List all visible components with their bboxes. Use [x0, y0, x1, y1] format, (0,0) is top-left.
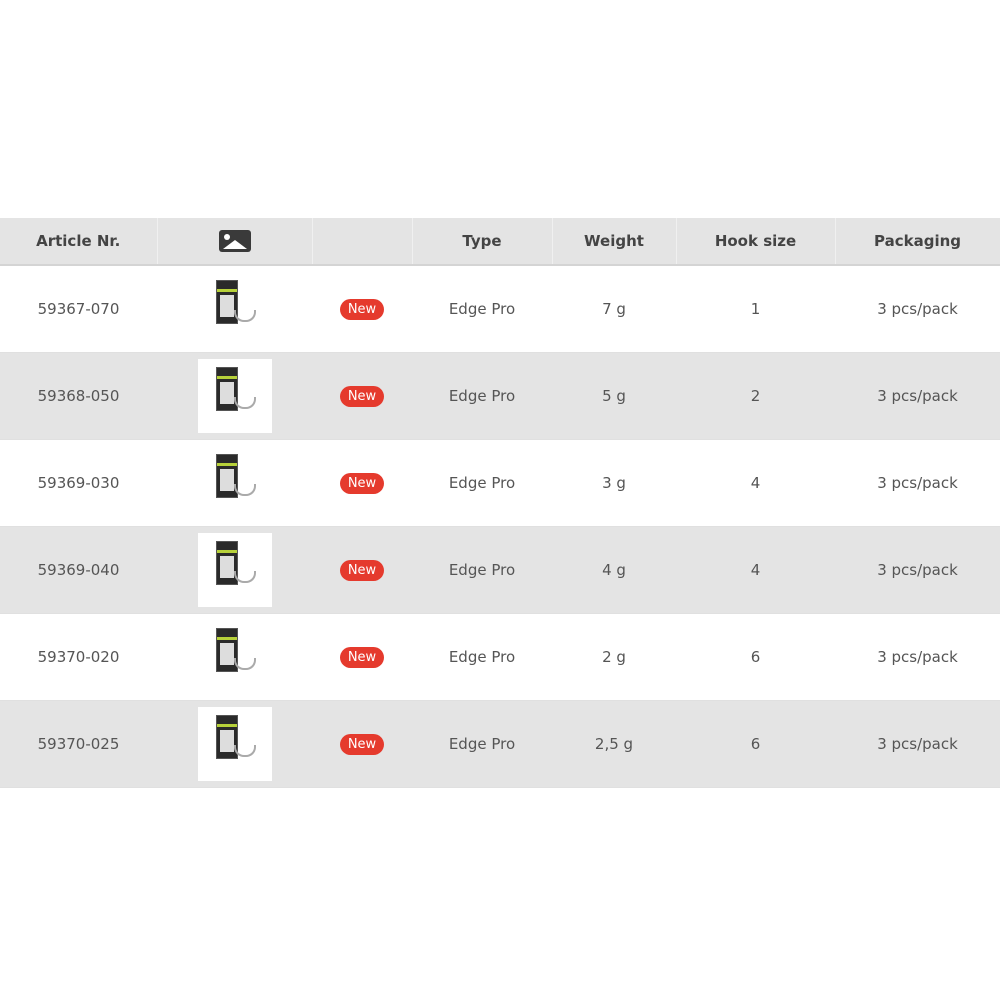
- product-thumbnail-cell: [157, 265, 312, 353]
- table-row[interactable]: 59370-020 New Edge Pro 2 g 6 3 pcs/pack: [0, 614, 1000, 701]
- article-number[interactable]: 59368-050: [0, 352, 157, 440]
- new-badge: New: [339, 385, 385, 407]
- table-row[interactable]: 59369-030 New Edge Pro 3 g 4 3 pcs/pack: [0, 440, 1000, 527]
- new-badge: New: [339, 298, 385, 320]
- header-hook-size[interactable]: Hook size: [676, 218, 836, 266]
- header-weight[interactable]: Weight: [552, 218, 677, 266]
- packaging: 3 pcs/pack: [877, 474, 958, 492]
- badge-cell: New: [312, 352, 412, 440]
- product-thumbnail[interactable]: [197, 359, 272, 433]
- hook-size: 6: [676, 700, 835, 788]
- weight: 2 g: [602, 648, 626, 666]
- product-thumbnail-cell: [157, 614, 312, 701]
- weight: 4 g: [552, 526, 676, 614]
- type: Edge Pro: [448, 648, 516, 666]
- badge-cell: New: [312, 526, 412, 614]
- table-header: Article Nr. Type Weight Hook size Packag…: [0, 218, 1000, 266]
- packaging: 3 pcs/pack: [835, 352, 1000, 440]
- product-thumbnail[interactable]: [197, 533, 272, 607]
- header-image: [157, 218, 313, 266]
- package-image: [215, 367, 238, 411]
- new-badge: New: [339, 646, 385, 668]
- new-badge: New: [339, 733, 385, 755]
- product-thumbnail-cell: [157, 700, 312, 788]
- package-image: [215, 628, 238, 672]
- product-thumbnail[interactable]: [197, 272, 272, 346]
- product-thumbnail[interactable]: [197, 707, 272, 781]
- packaging: 3 pcs/pack: [835, 526, 1000, 614]
- product-thumbnail-cell: [157, 352, 312, 440]
- jig-hook-image: [233, 484, 256, 496]
- header-packaging[interactable]: Packaging: [835, 218, 1000, 266]
- new-badge: New: [339, 559, 385, 581]
- badge-cell: New: [312, 700, 412, 788]
- image-icon: [218, 230, 251, 252]
- new-badge: New: [339, 472, 385, 494]
- type: Edge Pro: [448, 474, 516, 492]
- article-number[interactable]: 59369-040: [0, 526, 157, 614]
- jig-hook-image: [233, 745, 256, 757]
- article-number[interactable]: 59369-030: [37, 474, 120, 492]
- weight: 7 g: [602, 300, 626, 318]
- table-row[interactable]: 59368-050 New Edge Pro 5 g 2 3 pcs/pack: [0, 352, 1000, 440]
- header-badge: [312, 218, 413, 266]
- hook-size: 2: [676, 352, 835, 440]
- hook-size: 1: [750, 300, 761, 318]
- packaging: 3 pcs/pack: [877, 300, 958, 318]
- packaging: 3 pcs/pack: [835, 700, 1000, 788]
- weight: 3 g: [602, 474, 626, 492]
- product-thumbnail[interactable]: [197, 620, 272, 694]
- header-type[interactable]: Type: [412, 218, 553, 266]
- type: Edge Pro: [412, 700, 552, 788]
- package-image: [215, 541, 238, 585]
- product-thumbnail[interactable]: [197, 446, 272, 520]
- jig-hook-image: [233, 571, 256, 583]
- jig-hook-image: [233, 658, 256, 670]
- table-row[interactable]: 59370-025 New Edge Pro 2,5 g 6 3 pcs/pac…: [0, 700, 1000, 788]
- article-number[interactable]: 59370-025: [0, 700, 157, 788]
- jig-hook-image: [233, 310, 256, 322]
- type: Edge Pro: [412, 526, 552, 614]
- table-row[interactable]: 59367-070 New Edge Pro 7 g 1 3 pcs/pack: [0, 265, 1000, 353]
- package-image: [215, 715, 238, 759]
- article-number[interactable]: 59370-020: [37, 648, 120, 666]
- article-number[interactable]: 59367-070: [37, 300, 120, 318]
- hook-size: 4: [750, 474, 761, 492]
- hook-size: 4: [676, 526, 835, 614]
- header-article[interactable]: Article Nr.: [0, 218, 158, 266]
- hook-size: 6: [750, 648, 761, 666]
- type: Edge Pro: [448, 300, 516, 318]
- package-image: [215, 280, 238, 324]
- product-table: Article Nr. Type Weight Hook size Packag…: [0, 218, 1000, 788]
- table-row[interactable]: 59369-040 New Edge Pro 4 g 4 3 pcs/pack: [0, 526, 1000, 614]
- badge-cell: New: [312, 265, 412, 353]
- weight: 2,5 g: [552, 700, 676, 788]
- product-thumbnail-cell: [157, 440, 312, 527]
- type: Edge Pro: [412, 352, 552, 440]
- badge-cell: New: [312, 440, 412, 527]
- weight: 5 g: [552, 352, 676, 440]
- package-image: [215, 454, 238, 498]
- badge-cell: New: [312, 614, 412, 701]
- packaging: 3 pcs/pack: [877, 648, 958, 666]
- product-thumbnail-cell: [157, 526, 312, 614]
- jig-hook-image: [233, 397, 256, 409]
